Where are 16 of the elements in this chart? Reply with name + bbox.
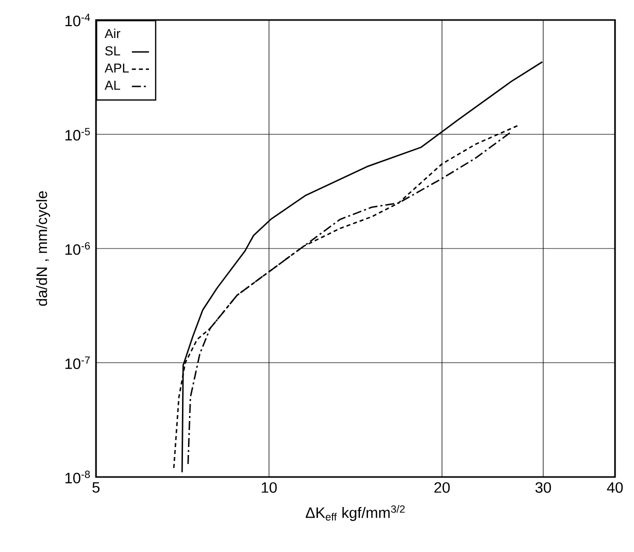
y-axis-title: da/dN , mm/cycle [36, 191, 50, 306]
legend-label: SL [105, 46, 120, 56]
y-tick-label: 10$^{-8}$ [65, 470, 90, 484]
x-tick-label: 40 [607, 482, 623, 493]
x-tick-label: 5 [92, 482, 100, 493]
x-tick-label: 20 [434, 482, 450, 493]
x-axis-title: ΔK$_{eff}$ kgf/mm$^{3/2}$ [306, 505, 405, 521]
y-tick-label: 10$^{-7}$ [65, 356, 90, 370]
legend-title: Air [104, 28, 120, 38]
legend-label: APL [104, 64, 129, 73]
x-tick-label: 10 [262, 482, 277, 493]
y-tick-label: 10$^{-6}$ [65, 242, 90, 255]
legend-label: AL [104, 80, 120, 90]
y-tick-label: 10$^{-4}$ [65, 14, 90, 26]
x-tick-label: 30 [535, 482, 551, 493]
y-tick-label: 10$^{-5}$ [65, 128, 90, 141]
